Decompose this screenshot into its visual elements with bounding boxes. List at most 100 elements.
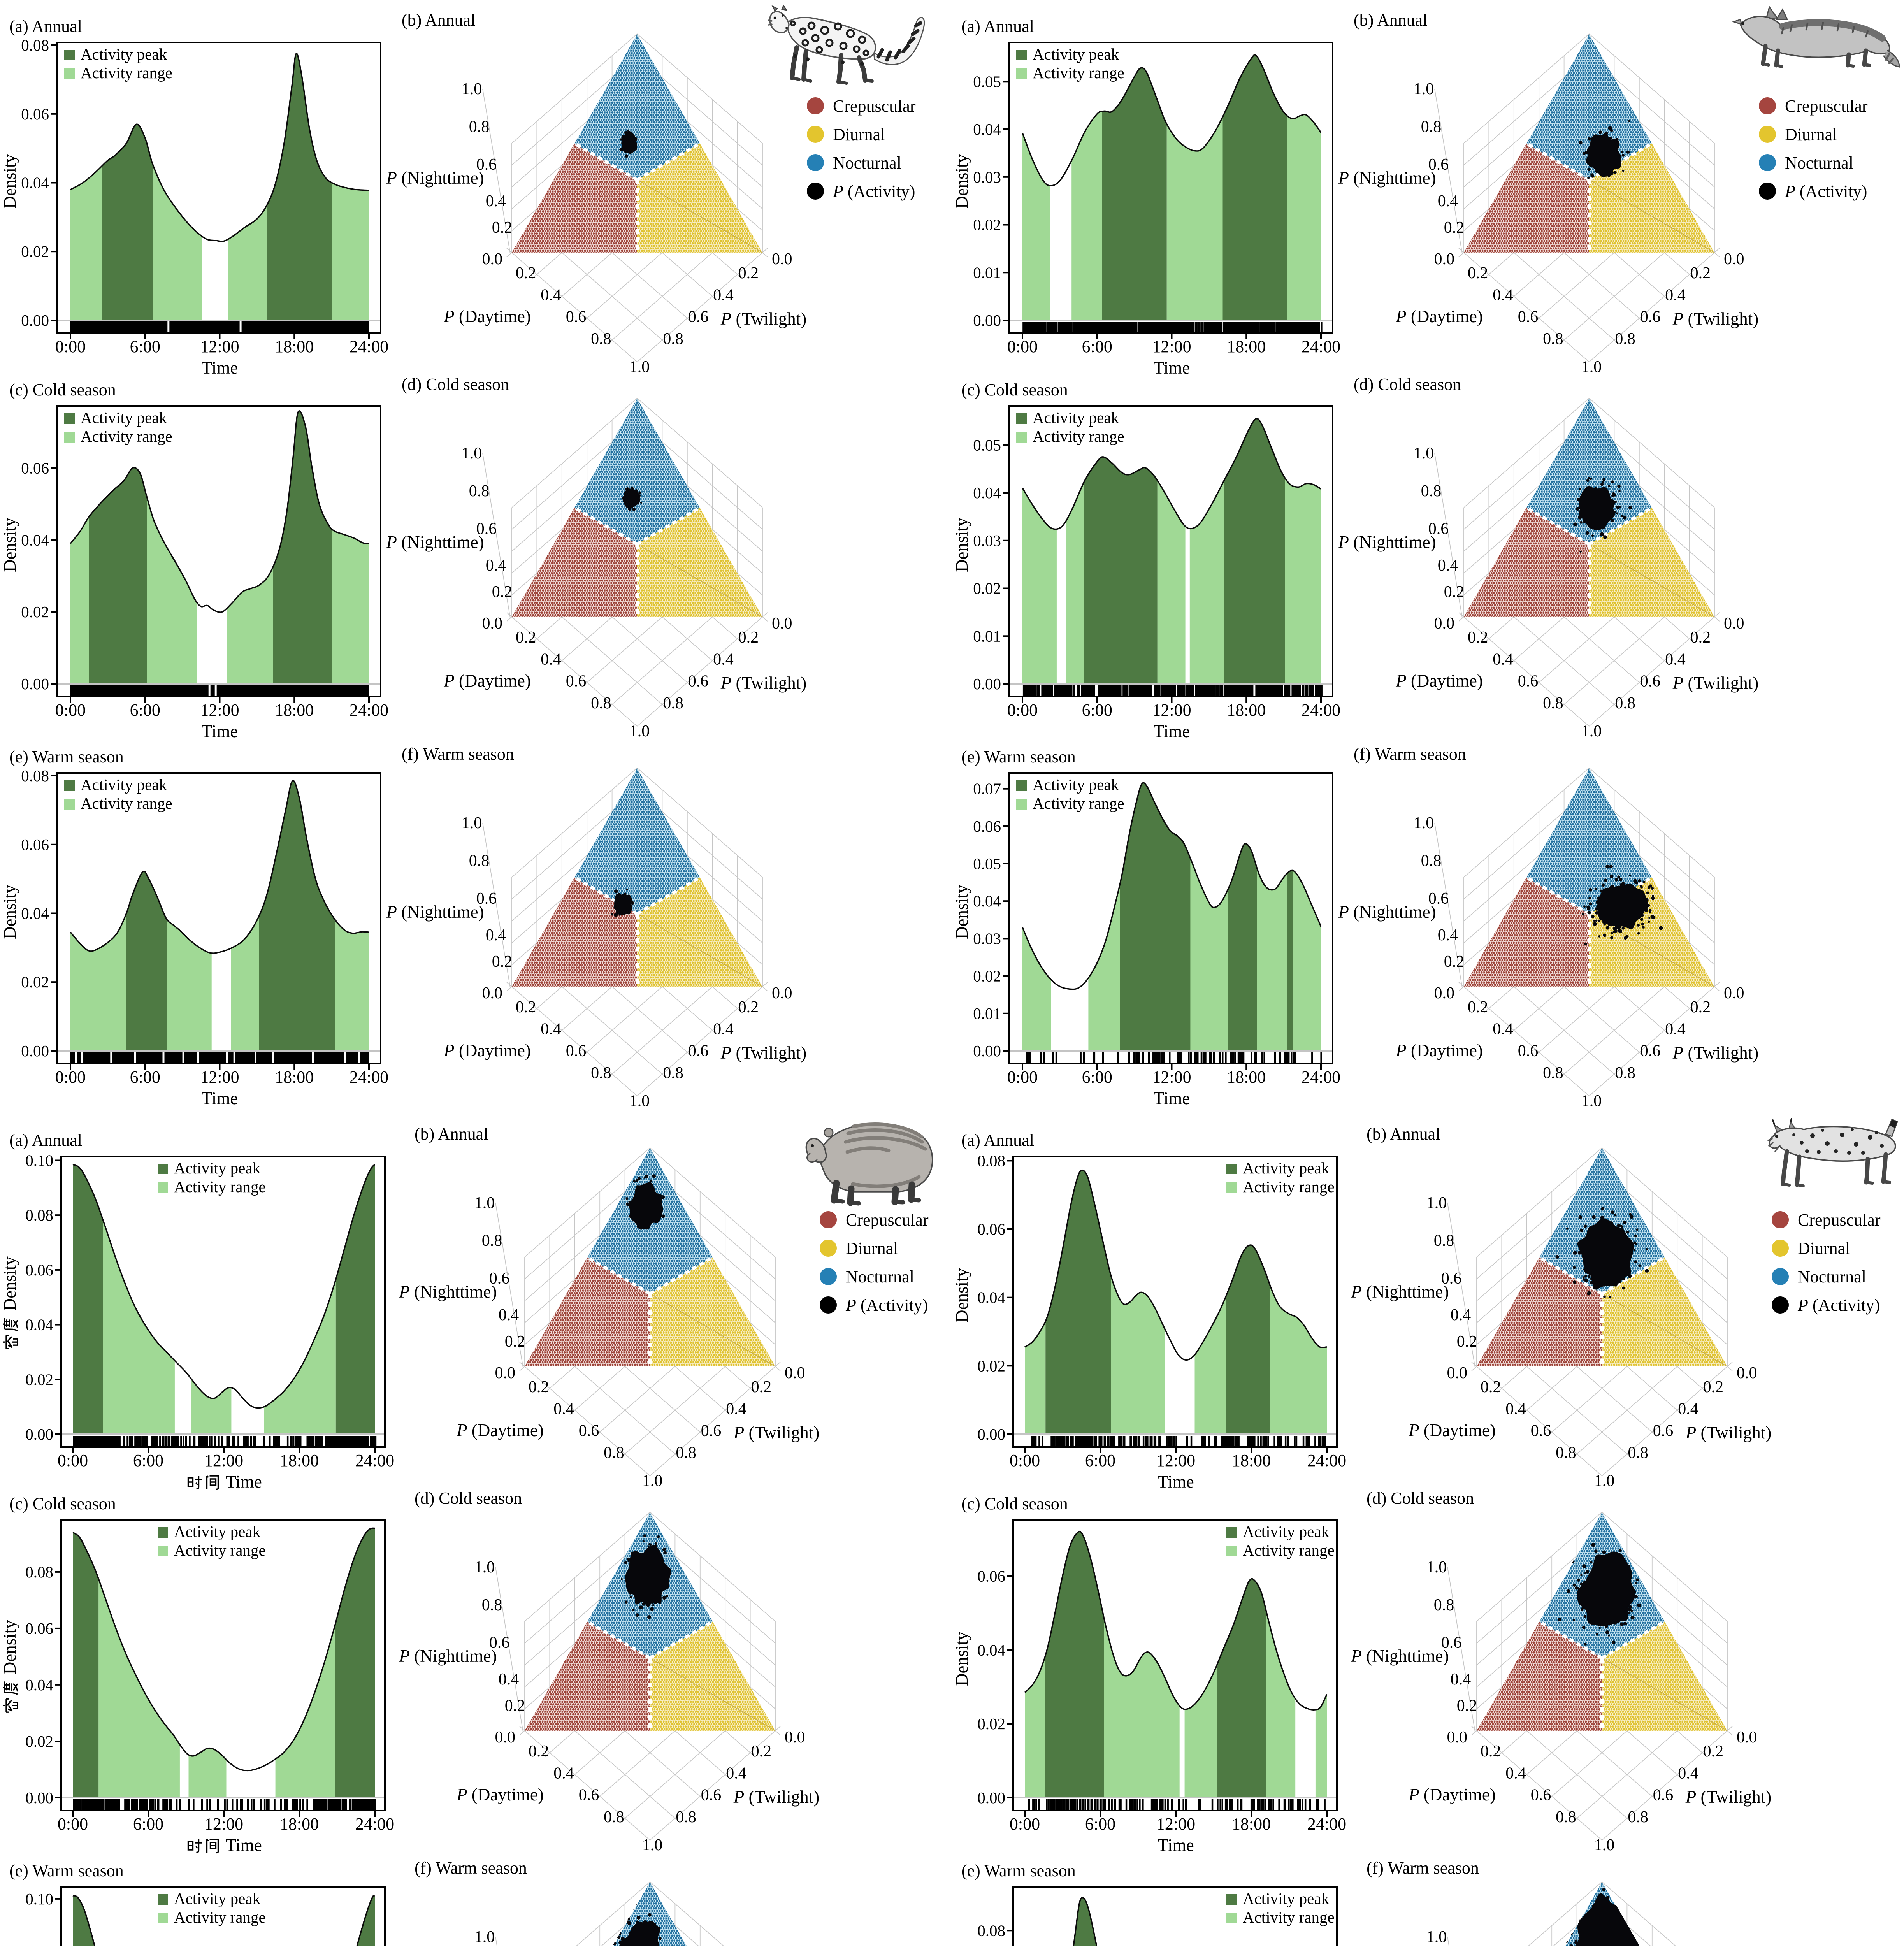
- svg-text:Time: Time: [1154, 722, 1190, 741]
- svg-text:0.4: 0.4: [486, 192, 506, 210]
- svg-text:Time: Time: [226, 1472, 262, 1491]
- svg-text:P (Daytime): P (Daytime): [443, 671, 531, 690]
- svg-text:0.0: 0.0: [495, 1728, 516, 1746]
- svg-text:0:00: 0:00: [1010, 1451, 1040, 1470]
- svg-text:1.0: 1.0: [642, 1836, 663, 1854]
- svg-text:Activity peak: Activity peak: [1243, 1523, 1330, 1540]
- svg-text:0.2: 0.2: [1468, 264, 1488, 282]
- svg-text:1.0: 1.0: [1426, 1194, 1447, 1212]
- svg-text:0.4: 0.4: [1505, 1400, 1526, 1418]
- svg-text:0.0: 0.0: [772, 250, 792, 268]
- svg-text:0.0: 0.0: [1434, 984, 1455, 1002]
- svg-text:1.0: 1.0: [1594, 1472, 1615, 1490]
- svg-text:1.0: 1.0: [462, 80, 482, 98]
- svg-text:0.8: 0.8: [1543, 330, 1563, 348]
- svg-text:Density: Density: [952, 1268, 971, 1323]
- svg-text:0.8: 0.8: [482, 1596, 502, 1614]
- svg-text:Activity peak: Activity peak: [174, 1159, 261, 1177]
- svg-text:(c) Cold season: (c) Cold season: [9, 380, 116, 399]
- svg-text:1.0: 1.0: [474, 1928, 495, 1946]
- svg-text:Density: Density: [0, 518, 19, 572]
- svg-text:0.4: 0.4: [553, 1400, 574, 1418]
- svg-text:0.8: 0.8: [663, 1064, 683, 1082]
- svg-text:Activity peak: Activity peak: [1033, 45, 1119, 63]
- svg-text:1.0: 1.0: [474, 1194, 495, 1212]
- svg-text:0.2: 0.2: [1690, 264, 1711, 282]
- svg-text:0.04: 0.04: [977, 1641, 1005, 1659]
- svg-text:0.04: 0.04: [21, 905, 49, 922]
- svg-text:Density: Density: [0, 154, 19, 209]
- svg-text:0.6: 0.6: [1518, 1042, 1539, 1060]
- svg-text:P (Nighttime): P (Nighttime): [1338, 168, 1436, 188]
- svg-text:P (Daytime): P (Daytime): [1395, 307, 1483, 326]
- svg-text:P (Nighttime): P (Nighttime): [399, 1282, 497, 1301]
- svg-text:0.6: 0.6: [701, 1786, 722, 1804]
- svg-text:Nocturnal: Nocturnal: [833, 153, 901, 172]
- svg-text:18:00: 18:00: [1227, 1068, 1266, 1087]
- svg-text:12:00: 12:00: [204, 1814, 243, 1834]
- svg-text:0.6: 0.6: [1640, 308, 1661, 326]
- svg-text:0.02: 0.02: [973, 216, 1001, 234]
- svg-text:0.00: 0.00: [977, 1425, 1005, 1443]
- svg-text:0.02: 0.02: [21, 603, 49, 621]
- svg-text:6:00: 6:00: [130, 337, 160, 356]
- svg-text:0.4: 0.4: [486, 557, 506, 574]
- svg-text:0.4: 0.4: [1493, 286, 1513, 304]
- svg-text:18:00: 18:00: [275, 337, 314, 356]
- svg-text:0.6: 0.6: [579, 1422, 599, 1440]
- svg-text:0.02: 0.02: [21, 242, 49, 260]
- svg-text:0.4: 0.4: [1438, 926, 1458, 944]
- svg-text:18:00: 18:00: [1232, 1451, 1271, 1470]
- svg-text:0.6: 0.6: [476, 156, 497, 174]
- svg-text:0.00: 0.00: [21, 1042, 49, 1060]
- svg-text:Time: Time: [1158, 1472, 1194, 1491]
- svg-text:P (Daytime): P (Daytime): [456, 1785, 544, 1804]
- svg-text:0.0: 0.0: [1724, 250, 1744, 268]
- svg-text:(e) Warm season: (e) Warm season: [961, 1861, 1076, 1880]
- svg-text:12:00: 12:00: [1156, 1451, 1195, 1470]
- svg-text:(e) Warm season: (e) Warm season: [9, 1861, 124, 1880]
- svg-text:Activity peak: Activity peak: [1033, 409, 1119, 427]
- svg-text:P (Twilight): P (Twilight): [720, 673, 807, 693]
- svg-text:Time: Time: [202, 358, 238, 378]
- svg-text:0.8: 0.8: [604, 1444, 624, 1462]
- svg-text:18:00: 18:00: [1232, 1814, 1271, 1834]
- svg-text:0.6: 0.6: [1428, 890, 1449, 908]
- svg-text:0.01: 0.01: [973, 1005, 1001, 1022]
- svg-text:Diurnal: Diurnal: [846, 1239, 898, 1258]
- svg-text:0.00: 0.00: [973, 675, 1001, 693]
- svg-text:0.03: 0.03: [973, 532, 1001, 550]
- svg-text:0.8: 0.8: [604, 1808, 624, 1826]
- svg-text:(b) Annual: (b) Annual: [1367, 1124, 1440, 1143]
- svg-text:Activity range: Activity range: [1243, 1541, 1335, 1559]
- svg-text:(d) Cold season: (d) Cold season: [1354, 375, 1461, 394]
- svg-text:Crepuscular: Crepuscular: [833, 97, 916, 116]
- svg-text:Activity peak: Activity peak: [174, 1890, 261, 1907]
- svg-text:0.05: 0.05: [973, 72, 1001, 90]
- svg-text:0.02: 0.02: [973, 967, 1001, 985]
- svg-text:Activity peak: Activity peak: [81, 776, 167, 794]
- svg-text:0.2: 0.2: [1690, 998, 1711, 1016]
- svg-text:Time: Time: [202, 1089, 238, 1108]
- svg-text:Time: Time: [202, 722, 238, 741]
- svg-text:0.8: 0.8: [591, 1064, 611, 1082]
- svg-text:0.02: 0.02: [25, 1370, 53, 1388]
- svg-text:0.4: 0.4: [713, 650, 734, 668]
- svg-text:0.8: 0.8: [469, 118, 490, 136]
- svg-text:Activity peak: Activity peak: [1033, 776, 1119, 794]
- svg-text:0.6: 0.6: [566, 1042, 587, 1060]
- svg-text:0.6: 0.6: [476, 520, 497, 538]
- svg-text:12:00: 12:00: [1156, 1814, 1195, 1834]
- svg-text:0.8: 0.8: [469, 482, 490, 500]
- svg-text:0.04: 0.04: [977, 1289, 1005, 1307]
- svg-text:6:00: 6:00: [130, 1068, 160, 1087]
- svg-text:Activity range: Activity range: [174, 1908, 266, 1926]
- svg-text:0.07: 0.07: [973, 780, 1001, 798]
- svg-text:1.0: 1.0: [1414, 444, 1434, 462]
- svg-text:P (Nighttime): P (Nighttime): [386, 168, 484, 188]
- svg-text:24:00: 24:00: [355, 1814, 394, 1834]
- svg-text:0.0: 0.0: [495, 1364, 516, 1382]
- svg-text:P (Nighttime): P (Nighttime): [1338, 532, 1436, 552]
- svg-text:0:00: 0:00: [58, 1451, 88, 1470]
- svg-text:0.03: 0.03: [973, 168, 1001, 186]
